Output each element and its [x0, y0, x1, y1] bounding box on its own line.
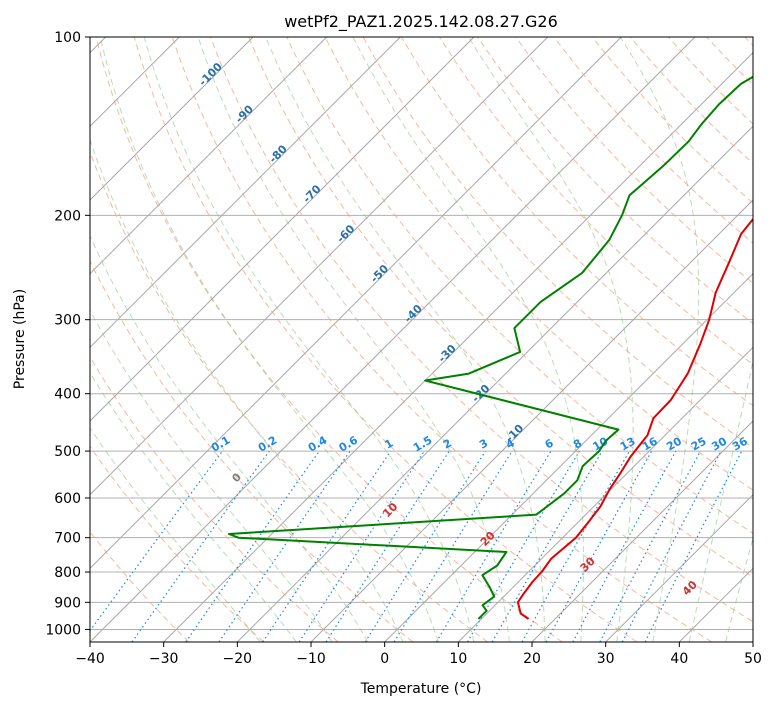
dry-adiabat [133, 37, 638, 642]
isotherm-line [90, 37, 401, 349]
x-tick-label: 40 [670, 651, 688, 667]
dry-adiabat [515, 37, 753, 284]
y-tick-label: 400 [54, 387, 81, 403]
moist-adiabat [99, 37, 439, 642]
x-tick-label: −30 [149, 651, 179, 667]
dry-adiabat [248, 37, 753, 578]
y-tick-label: 500 [54, 444, 81, 460]
x-tick-label: 10 [449, 651, 467, 667]
dry-adiabat [171, 37, 712, 642]
plot-frame [89, 36, 754, 643]
x-tick-label: 30 [597, 651, 615, 667]
dry-adiabat [286, 37, 753, 534]
moist-adiabat [265, 37, 546, 642]
x-tick-label: −10 [296, 651, 326, 667]
x-tick-label: 0 [380, 651, 389, 667]
mixing-ratio-line [325, 450, 450, 642]
moist-adiabat [725, 536, 753, 642]
x-tick-label: 20 [523, 651, 541, 667]
isotherm-line [163, 51, 753, 642]
moist-adiabat [90, 309, 333, 642]
moist-adiabat [688, 358, 753, 642]
dry-adiabat [210, 37, 753, 623]
isotherm-line [90, 37, 622, 570]
isotherm-line [90, 37, 254, 201]
isotherm-line [90, 37, 549, 496]
background-lines [90, 37, 753, 642]
profile-series [228, 75, 753, 620]
moist-adiabat [619, 37, 700, 642]
mixing-ratio-line [572, 450, 677, 642]
mixing-ratio-line [599, 450, 702, 642]
x-axis-title: Temperature (°C) [360, 681, 482, 697]
mixing-ratio-line [298, 450, 425, 642]
moist-adiabat [90, 138, 404, 642]
moist-adiabat [90, 234, 369, 642]
chart-title: wetPf2_PAZ1.2025.142.08.27.G26 [284, 12, 558, 32]
dry-adiabat [95, 37, 563, 642]
mixing-ratio-line [364, 450, 486, 642]
y-tick-label: 100 [54, 30, 81, 46]
moist-adiabat [352, 37, 584, 642]
moist-adiabat [90, 371, 297, 642]
isotherm-line [90, 37, 475, 422]
mixing-ratio-line [185, 450, 320, 642]
mixing-ratio-line [466, 450, 580, 642]
y-tick-label: 1000 [45, 622, 81, 638]
temperature-profile-line [516, 217, 753, 620]
isotherm-line [531, 420, 753, 642]
mixing-ratio-line [262, 450, 392, 642]
isotherm-line [605, 493, 753, 642]
x-tick-label: 50 [744, 651, 762, 667]
dewpoint-profile-line [228, 75, 753, 620]
y-tick-label: 900 [54, 595, 81, 611]
isotherm-line [90, 37, 696, 642]
moist-adiabat [143, 37, 475, 642]
moist-adiabat [90, 426, 261, 642]
axes: −40 −30 −20 −10 0 10 20 30 40 50 100 200 300 400 500 60… [45, 30, 762, 667]
dry-adiabat [324, 37, 753, 491]
y-tick-label: 700 [54, 531, 81, 547]
y-tick-label: 600 [54, 491, 81, 507]
x-tick-label: −40 [75, 651, 105, 667]
mixing-ratio-line [435, 450, 552, 642]
isotherm-line [236, 125, 753, 642]
mixing-ratio-line [218, 450, 351, 642]
mixing-ratio-line [393, 450, 513, 642]
x-tick-label: −20 [223, 651, 253, 667]
isotherm-line [384, 272, 753, 642]
y-axis-title: Pressure (hPa) [12, 289, 28, 389]
moist-adiabat [197, 37, 510, 642]
isotherm-line [90, 37, 328, 275]
isotherm-line [457, 346, 753, 642]
y-tick-label: 800 [54, 565, 81, 581]
y-tick-label: 200 [54, 208, 81, 224]
y-tick-label: 300 [54, 313, 81, 329]
dry-adiabat [90, 259, 414, 642]
dry-adiabat [90, 445, 264, 642]
